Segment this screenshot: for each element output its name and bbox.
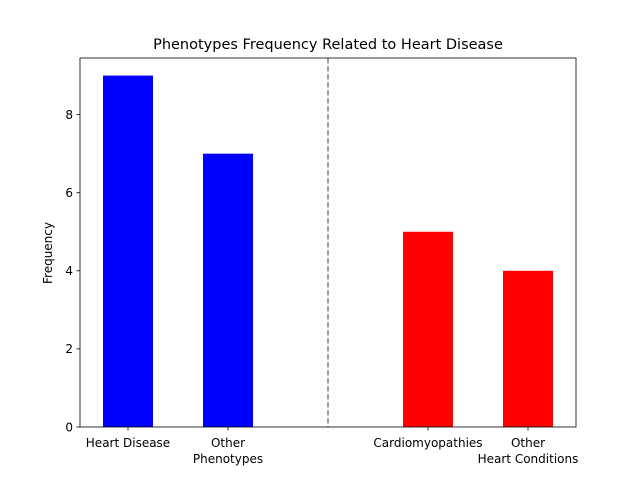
y-axis-label: Frequency <box>41 222 55 284</box>
x-tick-label-3: Other Heart Conditions <box>478 436 579 466</box>
x-tick-label-line: Heart Conditions <box>478 452 579 466</box>
plot-area: 0 2 4 6 8 Heart Disease Other Phenotypes Cardiom… <box>65 57 579 466</box>
x-tick-label-2: Cardiomyopathies <box>373 436 482 450</box>
axes-frame <box>79 57 577 428</box>
x-tick-label-line: Cardiomyopathies <box>373 436 482 450</box>
y-tick-label-0: 0 <box>65 420 73 434</box>
y-tick-label-3: 6 <box>65 186 73 200</box>
x-tick-label-1: Other Phenotypes <box>193 436 263 466</box>
y-tick-label-1: 2 <box>65 342 73 356</box>
x-tick-label-line: Phenotypes <box>193 452 263 466</box>
bar-0 <box>103 75 153 428</box>
bar-1 <box>203 153 253 427</box>
x-tick-label-line: Other <box>511 436 545 450</box>
x-tick-label-line: Other <box>211 436 245 450</box>
bar-2 <box>403 231 453 427</box>
y-tick-label-2: 4 <box>65 264 73 278</box>
bar-3 <box>503 270 553 427</box>
chart-title: Phenotypes Frequency Related to Heart Di… <box>153 37 503 53</box>
x-tick-label-line: Heart Disease <box>86 436 170 450</box>
x-tick-label-0: Heart Disease <box>86 436 170 450</box>
y-tick-label-4: 8 <box>65 108 73 122</box>
